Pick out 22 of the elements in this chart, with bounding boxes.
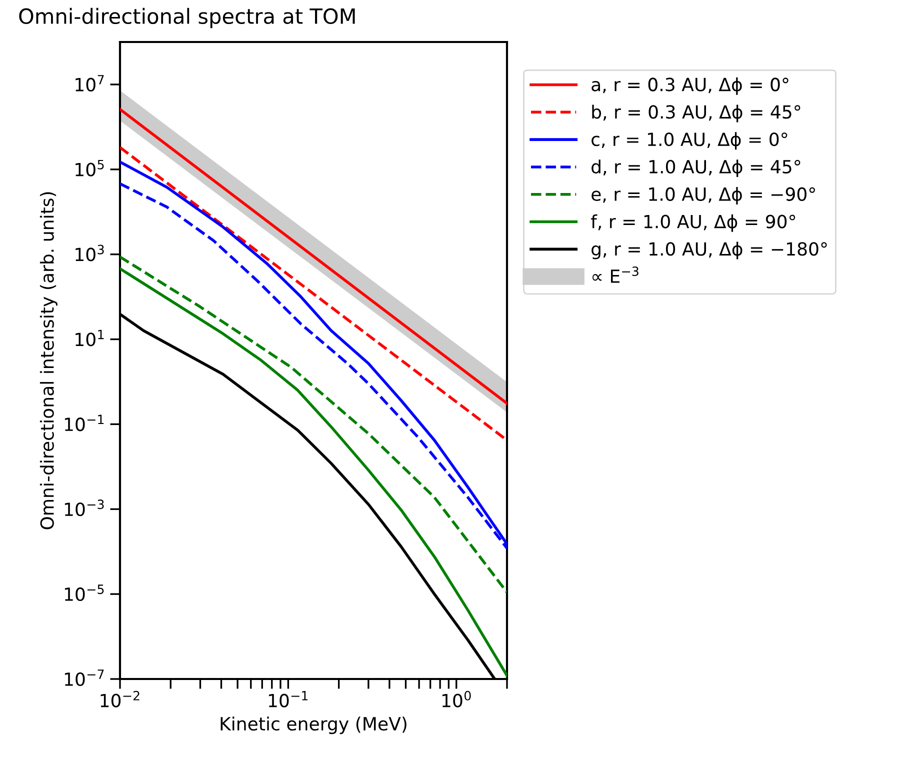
y-tick-label: 10$^{5}$ (76, 160, 104, 176)
y-tick-label: 10$^{3}$ (76, 244, 104, 262)
y-tick-label: 10$^{1}$ (76, 330, 104, 346)
x-tick-label: 10$^{0}$ (442, 690, 471, 708)
x-tick-label: 10$^{−2}$ (100, 690, 140, 708)
legend-label: a, r = 0.3 AU, Δϕ = 0° (592, 77, 788, 95)
legend-label: d, r = 1.0 AU, Δϕ = 45° (592, 160, 800, 178)
y-tick-label: 10$^{7}$ (76, 75, 104, 92)
legend-label: ∝ E$^{−3}$ (592, 266, 638, 283)
legend-label: g, r = 1.0 AU, Δϕ = −180° (592, 242, 827, 260)
y-tick-label: 10$^{−1}$ (64, 414, 104, 432)
y-axis-title: Omni-directional intensity (arb. units) (40, 192, 58, 530)
y-tick-label: 10$^{−5}$ (64, 584, 104, 602)
y-tick-label: 10$^{−3}$ (64, 500, 104, 516)
x-tick-label: 10$^{−1}$ (268, 691, 308, 708)
y-tick-label: 10$^{−7}$ (64, 670, 104, 686)
legend-label: b, r = 0.3 AU, Δϕ = 45° (592, 104, 800, 122)
legend-label: e, r = 1.0 AU, Δϕ = −90° (592, 186, 815, 204)
legend-label: f, r = 1.0 AU, Δϕ = 90° (590, 214, 796, 232)
x-axis-title: Kinetic energy (MeV) (220, 716, 406, 734)
chart-title: Omni-directional spectra at TOM (19, 8, 355, 28)
legend-label: c, r = 1.0 AU, Δϕ = 0° (592, 132, 788, 150)
